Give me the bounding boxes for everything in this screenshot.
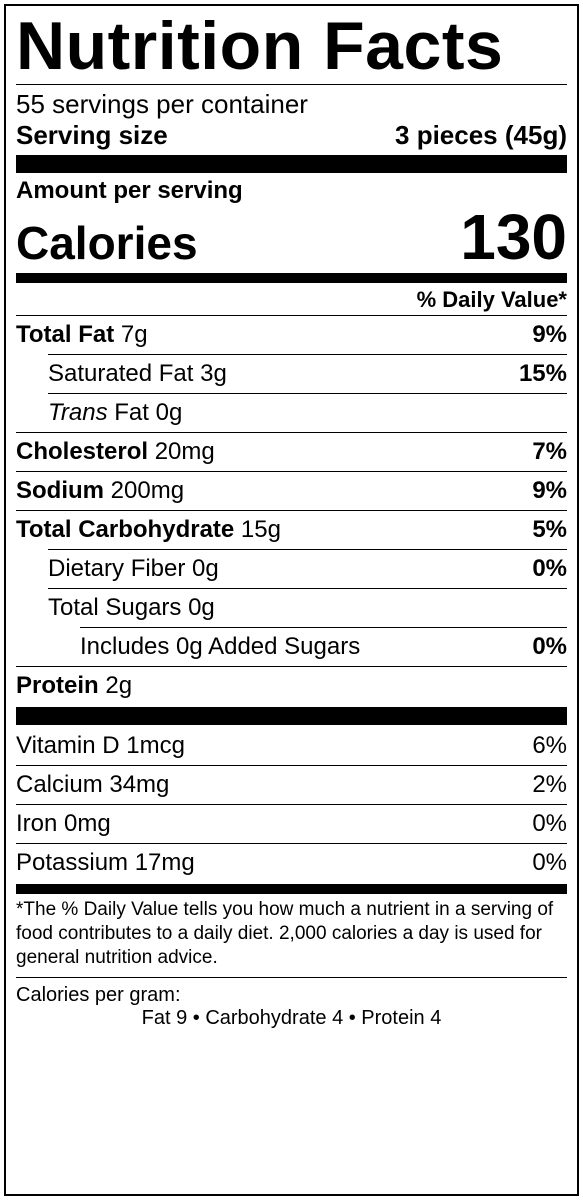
divider xyxy=(48,549,567,550)
nutrient-label: Sodium xyxy=(16,477,104,504)
nutrient-name: Total Carbohydrate 15g xyxy=(16,516,281,544)
divider xyxy=(80,627,567,628)
nutrient-name: Total Fat 7g xyxy=(16,321,148,349)
nutrient-label: Total Carbohydrate xyxy=(16,516,234,543)
divider xyxy=(16,804,567,805)
divider xyxy=(48,393,567,394)
row-vitamin-d: Vitamin D 1mcg 6% xyxy=(16,729,567,763)
nutrient-pct: 2% xyxy=(532,771,567,799)
nutrient-label: Cholesterol xyxy=(16,438,148,465)
row-sodium: Sodium 200mg 9% xyxy=(16,474,567,508)
nutrient-name: Sodium 200mg xyxy=(16,477,184,505)
thick-bar xyxy=(16,707,567,725)
divider xyxy=(16,510,567,511)
divider xyxy=(16,765,567,766)
nutrient-amount: 7g xyxy=(121,321,148,348)
row-cholesterol: Cholesterol 20mg 7% xyxy=(16,435,567,469)
nutrient-name: Cholesterol 20mg xyxy=(16,438,215,466)
divider xyxy=(16,471,567,472)
nutrient-name: Protein 2g xyxy=(16,672,132,700)
divider xyxy=(16,666,567,667)
serving-size-value: 3 pieces (45g) xyxy=(395,120,567,151)
divider xyxy=(16,977,567,978)
divider xyxy=(16,843,567,844)
title: Nutrition Facts xyxy=(16,12,567,80)
divider xyxy=(48,588,567,589)
daily-value-header: % Daily Value* xyxy=(16,287,567,313)
row-total-fat: Total Fat 7g 9% xyxy=(16,318,567,352)
nutrient-pct: 0% xyxy=(532,810,567,838)
serving-size-row: Serving size 3 pieces (45g) xyxy=(16,120,567,151)
divider xyxy=(16,432,567,433)
row-added-sugars: Includes 0g Added Sugars 0% xyxy=(16,630,567,664)
thick-bar xyxy=(16,155,567,173)
nutrient-name: Iron 0mg xyxy=(16,810,111,838)
footnote: *The % Daily Value tells you how much a … xyxy=(16,898,567,969)
nutrient-name: Includes 0g Added Sugars xyxy=(80,633,360,661)
nutrient-pct: 0% xyxy=(532,633,567,661)
calories-value: 130 xyxy=(460,205,567,269)
nutrient-amount: 0g xyxy=(188,594,215,621)
nutrient-pct: 9% xyxy=(532,321,567,349)
nutrient-pct: 7% xyxy=(532,438,567,466)
nutrient-pct: 15% xyxy=(519,360,567,388)
row-calcium: Calcium 34mg 2% xyxy=(16,768,567,802)
nutrient-name: Potassium 17mg xyxy=(16,849,195,877)
calories-label: Calories xyxy=(16,220,198,266)
nutrient-amount: 0g xyxy=(192,555,219,582)
row-sat-fat: Saturated Fat 3g 15% xyxy=(16,357,567,391)
serving-size-label: Serving size xyxy=(16,120,168,151)
row-protein: Protein 2g xyxy=(16,669,567,703)
calories-per-gram-values: Fat 9 • Carbohydrate 4 • Protein 4 xyxy=(16,1007,567,1030)
nutrient-label: Total Sugars xyxy=(48,594,181,621)
nutrient-name: Saturated Fat 3g xyxy=(48,360,227,388)
nutrient-amount: 2g xyxy=(105,672,132,699)
nutrient-pct: 0% xyxy=(532,849,567,877)
nutrient-name: Vitamin D 1mcg xyxy=(16,732,185,760)
nutrient-pct: 5% xyxy=(532,516,567,544)
row-trans-fat: Trans Fat 0g xyxy=(16,396,567,430)
calories-per-gram-label: Calories per gram: xyxy=(16,984,567,1007)
divider xyxy=(48,354,567,355)
nutrient-amount: 3g xyxy=(200,360,227,387)
nutrient-label: Protein xyxy=(16,672,99,699)
nutrient-label: Saturated Fat xyxy=(48,360,193,387)
nutrition-facts-panel: Nutrition Facts 55 servings per containe… xyxy=(4,4,579,1196)
nutrient-amount: 200mg xyxy=(111,477,184,504)
medium-bar xyxy=(16,273,567,283)
nutrient-label: Total Fat xyxy=(16,321,114,348)
medium-bar xyxy=(16,884,567,894)
row-total-sugars: Total Sugars 0g xyxy=(16,591,567,625)
nutrient-amount: 20mg xyxy=(155,438,215,465)
nutrient-pct: 0% xyxy=(532,555,567,583)
nutrient-amount: 0g xyxy=(156,399,183,426)
calories-row: Calories 130 xyxy=(16,205,567,269)
nutrient-amount: 15g xyxy=(241,516,281,543)
nutrient-pct: 9% xyxy=(532,477,567,505)
row-fiber: Dietary Fiber 0g 0% xyxy=(16,552,567,586)
row-total-carb: Total Carbohydrate 15g 5% xyxy=(16,513,567,547)
divider xyxy=(16,84,567,85)
nutrient-name: Trans Fat 0g xyxy=(48,399,182,427)
nutrient-name: Total Sugars 0g xyxy=(48,594,215,622)
nutrient-name: Calcium 34mg xyxy=(16,771,169,799)
row-potassium: Potassium 17mg 0% xyxy=(16,846,567,880)
nutrient-pct: 6% xyxy=(532,732,567,760)
nutrient-label: Dietary Fiber xyxy=(48,555,185,582)
trans-prefix: Trans xyxy=(48,399,108,426)
trans-suffix: Fat xyxy=(108,399,149,426)
servings-per-container: 55 servings per container xyxy=(16,89,567,120)
nutrient-name: Dietary Fiber 0g xyxy=(48,555,219,583)
row-iron: Iron 0mg 0% xyxy=(16,807,567,841)
divider xyxy=(16,315,567,316)
